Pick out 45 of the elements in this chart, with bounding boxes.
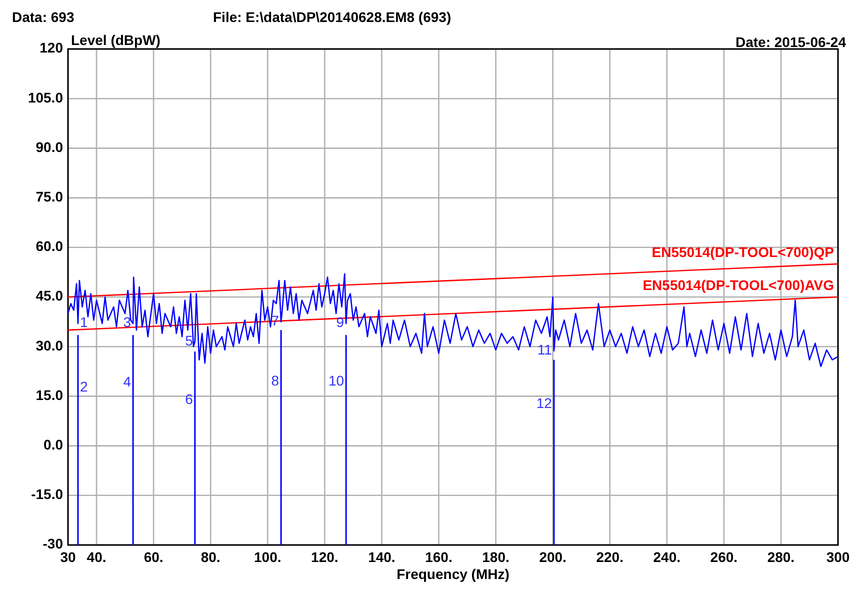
x-tick-label: 160. — [425, 549, 452, 565]
x-tick-label: 220. — [596, 549, 624, 565]
x-axis-title: Frequency (MHz) — [396, 566, 510, 582]
annotation: 9 — [336, 314, 344, 330]
annotation: 3 — [123, 314, 132, 330]
x-tick-label: 300 — [826, 549, 850, 565]
annotation: Date: 2015-06-24 — [735, 34, 846, 50]
series-label: EN55014(DP-TOOL<700)AVG — [642, 277, 834, 293]
y-tick-label: 75.0 — [36, 188, 64, 205]
y-tick-label: -30 — [42, 536, 64, 552]
x-tick-label: 260. — [710, 549, 738, 565]
y-tick-label: 90.0 — [36, 138, 64, 155]
x-tick-label: 180. — [482, 549, 510, 565]
line-series — [68, 273, 838, 368]
text: Data: 693 — [12, 9, 74, 25]
y-tick-label: 30.0 — [36, 337, 64, 354]
annotation: 10 — [328, 372, 344, 389]
x-tick-label: 30 — [60, 549, 76, 565]
annotation: 2 — [80, 378, 88, 395]
annotation: 6 — [185, 390, 194, 407]
x-tick-label: 280. — [767, 549, 795, 565]
y-tick-label: 105.0 — [28, 89, 64, 106]
y-tick-label: 0.0 — [44, 436, 64, 453]
x-tick-label: 60. — [144, 549, 164, 565]
annotation: 5 — [185, 332, 194, 348]
x-tick-label: 40. — [86, 549, 106, 565]
x-tick-label: 80. — [200, 549, 220, 565]
annotation: 1 — [80, 314, 88, 330]
annotation: 8 — [271, 372, 280, 389]
series-label: EN55014(DP-TOOL<700)QP — [652, 244, 834, 260]
x-tick-label: 200. — [539, 549, 566, 565]
annotation: 4 — [123, 374, 132, 390]
y-tick-label: 60.0 — [36, 238, 64, 254]
x-tick-label: 140. — [368, 549, 396, 565]
y-axis-title: Level (dBpW) — [71, 32, 160, 48]
y-tick-label: -15.0 — [31, 486, 64, 502]
x-tick-label: 240. — [653, 549, 681, 565]
annotation: 11 — [537, 342, 552, 358]
text: File: E:\data\DP\20140628.EM8 (693) — [213, 9, 452, 25]
y-tick-label: 120 — [40, 40, 64, 56]
x-tick-label: 100. — [254, 549, 282, 565]
annotation: 12 — [536, 394, 552, 411]
y-tick-label: 15.0 — [36, 386, 64, 403]
y-tick-label: 45.0 — [36, 288, 64, 304]
x-tick-label: 120. — [311, 549, 338, 565]
